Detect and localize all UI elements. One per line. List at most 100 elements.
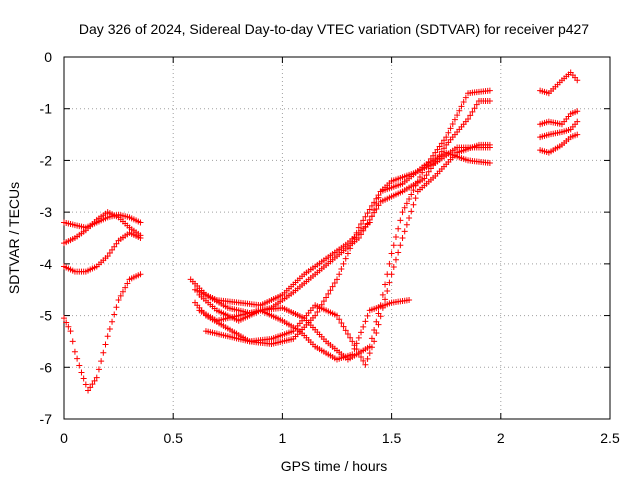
data-point (382, 281, 389, 288)
data-point (100, 349, 107, 356)
data-point (327, 287, 334, 294)
data-point (410, 201, 417, 208)
data-point (371, 338, 378, 345)
data-point (392, 233, 399, 240)
y-tick-label: -6 (40, 359, 53, 375)
data-point (340, 323, 347, 330)
data-point (454, 112, 461, 119)
data-point (104, 253, 111, 260)
data-point (338, 319, 345, 326)
data-point (349, 338, 356, 345)
data-point (106, 249, 113, 256)
y-axis-label: SDTVAR / TECUs (6, 182, 22, 294)
data-point (347, 334, 354, 341)
data-point (574, 118, 581, 125)
data-point (109, 246, 116, 253)
data-point (388, 250, 395, 257)
x-tick-label: 2 (497, 430, 505, 446)
data-point (421, 175, 428, 182)
data-point (351, 235, 358, 241)
data-point (340, 260, 347, 267)
data-point (460, 98, 467, 105)
data-point (113, 304, 120, 311)
data-point (65, 323, 72, 330)
data-point (399, 235, 406, 241)
data-point (334, 312, 340, 319)
data-point (441, 145, 448, 152)
tick-layer (63, 56, 611, 420)
data-point (364, 210, 371, 217)
y-tick-label: -1 (40, 101, 53, 117)
data-point (458, 103, 465, 110)
data-point (419, 169, 426, 176)
data-point (401, 204, 408, 211)
data-point (443, 134, 450, 141)
data-point (397, 242, 404, 249)
x-tick-label: 0.5 (163, 430, 183, 446)
data-point (471, 105, 478, 112)
data-point (124, 280, 131, 287)
data-point (473, 101, 480, 108)
data-point (390, 242, 397, 249)
data-point (360, 217, 367, 224)
data-point (349, 351, 356, 358)
data-point (334, 276, 340, 283)
data-point (312, 312, 319, 319)
data-point (344, 250, 351, 257)
series-s4 (61, 271, 144, 394)
data-point (445, 129, 452, 136)
data-point (406, 215, 413, 222)
data-point (111, 311, 118, 318)
data-point (412, 195, 419, 202)
series-s13 (537, 118, 581, 141)
data-point (421, 165, 428, 172)
data-point (351, 342, 358, 349)
data-point (390, 263, 397, 270)
data-point (373, 195, 380, 202)
data-point (447, 125, 454, 132)
data-point (392, 256, 399, 263)
data-point (87, 384, 94, 391)
data-point (74, 355, 81, 362)
data-point (399, 209, 406, 216)
data-point (371, 207, 378, 214)
data-point (403, 200, 410, 207)
data-point (329, 283, 336, 290)
data-point (574, 108, 581, 115)
data-point (366, 206, 373, 213)
series-s14 (537, 131, 581, 156)
data-point (344, 331, 351, 338)
data-point (71, 348, 78, 355)
data-points (61, 69, 581, 394)
data-point (91, 377, 98, 384)
data-point (115, 297, 122, 304)
data-point (382, 296, 389, 303)
data-point (117, 292, 124, 299)
series-s9 (196, 297, 413, 363)
data-point (434, 146, 441, 153)
data-point (408, 191, 415, 198)
data-point (368, 335, 375, 342)
data-point (104, 333, 111, 340)
x-tick-label: 2.5 (600, 430, 620, 446)
y-tick-label: -7 (40, 411, 53, 427)
series-s6 (192, 144, 493, 309)
y-tick-label: 0 (44, 49, 52, 65)
data-point (438, 140, 445, 147)
data-point (111, 243, 118, 250)
data-point (451, 116, 458, 123)
data-point (456, 107, 463, 114)
data-point (406, 195, 413, 202)
y-tick-label: -4 (40, 256, 53, 272)
data-point (432, 149, 439, 156)
data-point (486, 160, 493, 167)
data-point (375, 321, 382, 328)
data-point (430, 152, 437, 159)
plot-frame (63, 56, 611, 420)
data-point (425, 168, 432, 175)
data-point (403, 221, 410, 228)
data-point (486, 87, 493, 94)
data-point (122, 284, 129, 291)
data-point (342, 255, 349, 262)
data-point (449, 120, 456, 127)
